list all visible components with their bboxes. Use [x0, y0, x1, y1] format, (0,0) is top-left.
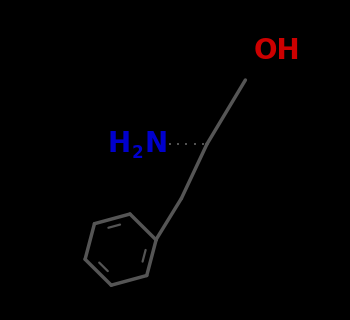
Text: N: N: [145, 130, 168, 158]
Text: OH: OH: [254, 37, 301, 65]
Text: H: H: [107, 130, 130, 158]
Text: 2: 2: [131, 144, 143, 162]
